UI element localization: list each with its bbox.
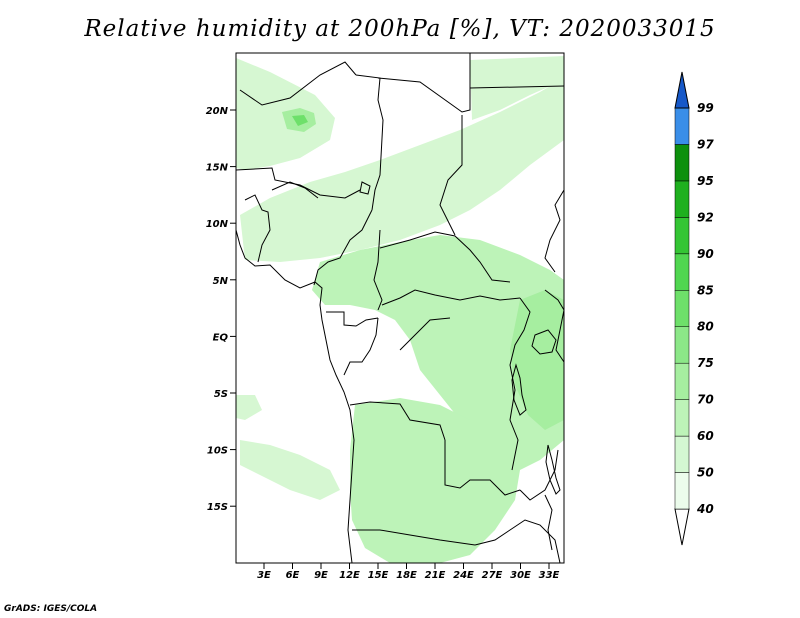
- lon-tick-label: 18E: [396, 570, 417, 581]
- colorbar-level-label: 70: [697, 393, 714, 407]
- lake-chad: [359, 181, 371, 195]
- border-nigeria-cameroon: [313, 209, 373, 286]
- humidity-shading: [236, 56, 564, 563]
- map-frame: [235, 52, 565, 564]
- colorbar-level-label: 85: [697, 283, 714, 297]
- lon-tick-label: 9E: [314, 570, 328, 581]
- humidity-area-central: [312, 235, 564, 470]
- lon-tick-label: 6E: [286, 570, 300, 581]
- border-south-east: [474, 519, 561, 563]
- lon-tick-label: 27E: [482, 570, 503, 581]
- colorbar-level-label: 92: [697, 210, 714, 224]
- lon-tick-label: 33E: [539, 570, 560, 581]
- map-title: Relative humidity at 200hPa [%], VT: 202…: [84, 16, 716, 42]
- border-egypt-sudan: [469, 85, 564, 89]
- lat-tick-label: 10N: [206, 219, 229, 230]
- lon-tick-label: 21E: [425, 570, 446, 581]
- congo-river: [399, 317, 451, 351]
- border-chad-libya: [377, 53, 471, 113]
- colorbar-segment: [674, 180, 690, 218]
- colorbar-level-label: 95: [697, 174, 714, 188]
- lake-malawi: [545, 444, 561, 495]
- border-guinea-coast: [244, 194, 271, 263]
- colorbar-level-label: 97: [697, 137, 714, 151]
- latitude-axis: 20N 15N 10N 5N EQ 5S 10S 15S: [206, 106, 236, 513]
- border-drc-east: [509, 297, 531, 471]
- border-car-sudan: [379, 231, 511, 283]
- border-chad-sudan: [439, 115, 463, 236]
- colorbar-segment: [674, 253, 690, 291]
- border-sahara-west: [239, 61, 357, 106]
- lat-tick-label: 15S: [207, 502, 228, 513]
- colorbar-segment: [674, 472, 690, 510]
- border-kenya: [544, 289, 564, 363]
- border-angola-zambia: [444, 440, 521, 496]
- humidity-area-south: [350, 398, 520, 563]
- colorbar-level-label: 80: [697, 320, 714, 334]
- lat-tick-label: 20N: [206, 106, 229, 117]
- longitude-axis: 3E 6E 9E 12E 15E 18E 21E 24E 27E 30E 33E: [257, 563, 560, 581]
- lake-victoria: [531, 329, 557, 355]
- lat-tick-label: 5N: [213, 276, 229, 287]
- colorbar-segment: [674, 290, 690, 327]
- border-car-drc: [381, 289, 521, 306]
- colorbar-level-label: 60: [697, 429, 714, 443]
- border-mali-niger: [236, 167, 361, 199]
- lat-tick-label: EQ: [213, 332, 229, 343]
- lon-tick-label: 12E: [339, 570, 360, 581]
- humidity-area-nw-peak: [292, 115, 308, 126]
- border-cameroon-car: [373, 229, 383, 311]
- border-mozambique: [544, 494, 553, 551]
- lake-tanganyika: [511, 363, 527, 416]
- colorbar-segment: [674, 144, 690, 182]
- colorbar-segment: [674, 217, 690, 255]
- border-sudan-ethiopia: [544, 189, 564, 273]
- border-burkina: [271, 181, 319, 199]
- colorbar-upper-triangle: [674, 71, 690, 109]
- colorbar-segment: [674, 107, 690, 145]
- border-angola-namibia: [352, 529, 476, 546]
- grads-credit: GrADS: IGES/COLA: [4, 604, 98, 614]
- border-zambia-east: [519, 449, 559, 501]
- lat-tick-label: 5S: [214, 389, 228, 400]
- border-angola-north: [349, 401, 446, 441]
- colorbar-lower-triangle: [674, 508, 690, 546]
- lat-tick-label: 10S: [207, 446, 228, 457]
- lon-tick-label: 30E: [510, 570, 531, 581]
- border-congo-drc: [343, 317, 379, 376]
- humidity-area-ne-strip: [470, 56, 564, 120]
- country-borders: [236, 53, 564, 563]
- humidity-area-east-core: [510, 290, 564, 430]
- colorbar-segment: [674, 435, 690, 473]
- colorbar-level-label: 90: [697, 247, 714, 261]
- humidity-area-sahel-band: [240, 78, 564, 262]
- colorbar-level-label: 40: [696, 502, 714, 516]
- colorbar-segment: [674, 399, 690, 437]
- coastline-west-africa: [236, 229, 355, 563]
- colorbar-segment: [674, 362, 690, 400]
- colorbar-level-label: 99: [697, 101, 714, 115]
- humidity-area-southwest: [240, 440, 340, 500]
- colorbar: 40 50 60 70 75 80 85 90 92 95 97 99: [674, 71, 714, 546]
- colorbar-level-label: 75: [697, 356, 714, 370]
- lon-tick-label: 24E: [453, 570, 474, 581]
- humidity-area-west-patch: [236, 395, 262, 420]
- lon-tick-label: 3E: [257, 570, 271, 581]
- lat-tick-label: 15N: [206, 163, 229, 174]
- lon-tick-label: 15E: [368, 570, 389, 581]
- colorbar-level-label: 50: [697, 466, 714, 480]
- border-congo-gabon: [326, 311, 379, 327]
- colorbar-segment: [674, 326, 690, 364]
